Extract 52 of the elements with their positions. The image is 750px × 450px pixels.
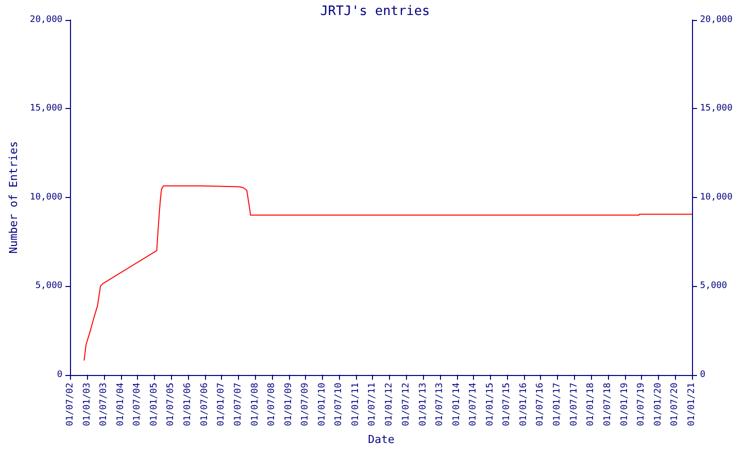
y2-tick-label: 0 xyxy=(700,370,706,380)
chart-title: JRTJ's entries xyxy=(320,4,430,19)
x-tick-label: 01/01/21 xyxy=(687,382,697,426)
y-tick-label: 10,000 xyxy=(30,192,62,202)
x-tick-label: 01/07/15 xyxy=(502,382,512,426)
x-tick-label: 01/07/03 xyxy=(98,382,109,426)
x-tick-label: 01/07/02 xyxy=(65,382,76,426)
x-tick-label: 01/01/14 xyxy=(452,382,462,426)
y-tick-label: 0 xyxy=(56,370,62,380)
x-tick-label: 01/01/17 xyxy=(552,382,563,426)
x-tick-label: 01/07/04 xyxy=(132,382,143,426)
x-tick-label: 01/01/16 xyxy=(518,382,529,426)
y-tick-label: 5,000 xyxy=(35,281,62,292)
x-tick-label: 01/07/07 xyxy=(233,382,244,426)
x-tick-label: 01/01/08 xyxy=(250,382,260,426)
x-tick-label: 01/07/14 xyxy=(468,382,478,426)
x-tick-label: 01/01/12 xyxy=(384,382,395,426)
x-tick-label: 01/01/03 xyxy=(82,382,92,426)
x-tick-label: 01/01/11 xyxy=(351,382,362,426)
x-tick-label: 01/01/19 xyxy=(620,382,630,426)
x-axis-title: Date xyxy=(368,433,394,446)
line-series xyxy=(84,185,692,362)
x-tick-label: 01/01/10 xyxy=(317,382,328,426)
x-tick-label: 01/07/05 xyxy=(166,382,176,426)
x-tick-label: 01/07/18 xyxy=(602,382,613,426)
x-tick-label: 01/07/20 xyxy=(670,382,680,426)
x-tick-label: 01/01/07 xyxy=(216,382,227,426)
x-tick-label: 01/01/20 xyxy=(653,382,664,426)
x-tick-label: 01/01/15 xyxy=(485,382,496,426)
y2-tick-label: 20,000 xyxy=(700,15,733,25)
x-tick-label: 01/07/09 xyxy=(300,382,311,426)
x-tick-label: 01/07/06 xyxy=(200,382,210,426)
x-tick-label: 01/01/06 xyxy=(183,382,194,426)
x-tick-label: 01/01/13 xyxy=(418,382,428,426)
x-tick-label: 01/07/13 xyxy=(434,382,445,426)
x-tick-label: 01/01/09 xyxy=(284,382,294,426)
y-tick-label: 20,000 xyxy=(30,15,62,25)
x-tick-label: 01/07/11 xyxy=(368,382,378,426)
y2-tick-label: 5,000 xyxy=(700,281,728,292)
x-tick-label: 01/01/18 xyxy=(586,382,596,426)
y2-tick-label: 10,000 xyxy=(700,192,733,202)
y-tick-label: 15,000 xyxy=(30,104,62,114)
y2-tick-label: 15,000 xyxy=(700,104,733,114)
x-tick-label: 01/07/08 xyxy=(266,382,277,426)
x-tick-label: 01/07/12 xyxy=(401,382,412,426)
x-tick-label: 01/07/16 xyxy=(536,382,546,426)
x-tick-label: 01/01/05 xyxy=(150,382,160,426)
x-tick-label: 01/07/19 xyxy=(636,382,646,426)
x-tick-label: 01/07/10 xyxy=(334,382,344,426)
x-tick-label: 01/07/17 xyxy=(569,382,580,426)
x-tick-label: 01/01/04 xyxy=(116,382,126,426)
y-axis-title: Number of Entries xyxy=(7,141,20,254)
